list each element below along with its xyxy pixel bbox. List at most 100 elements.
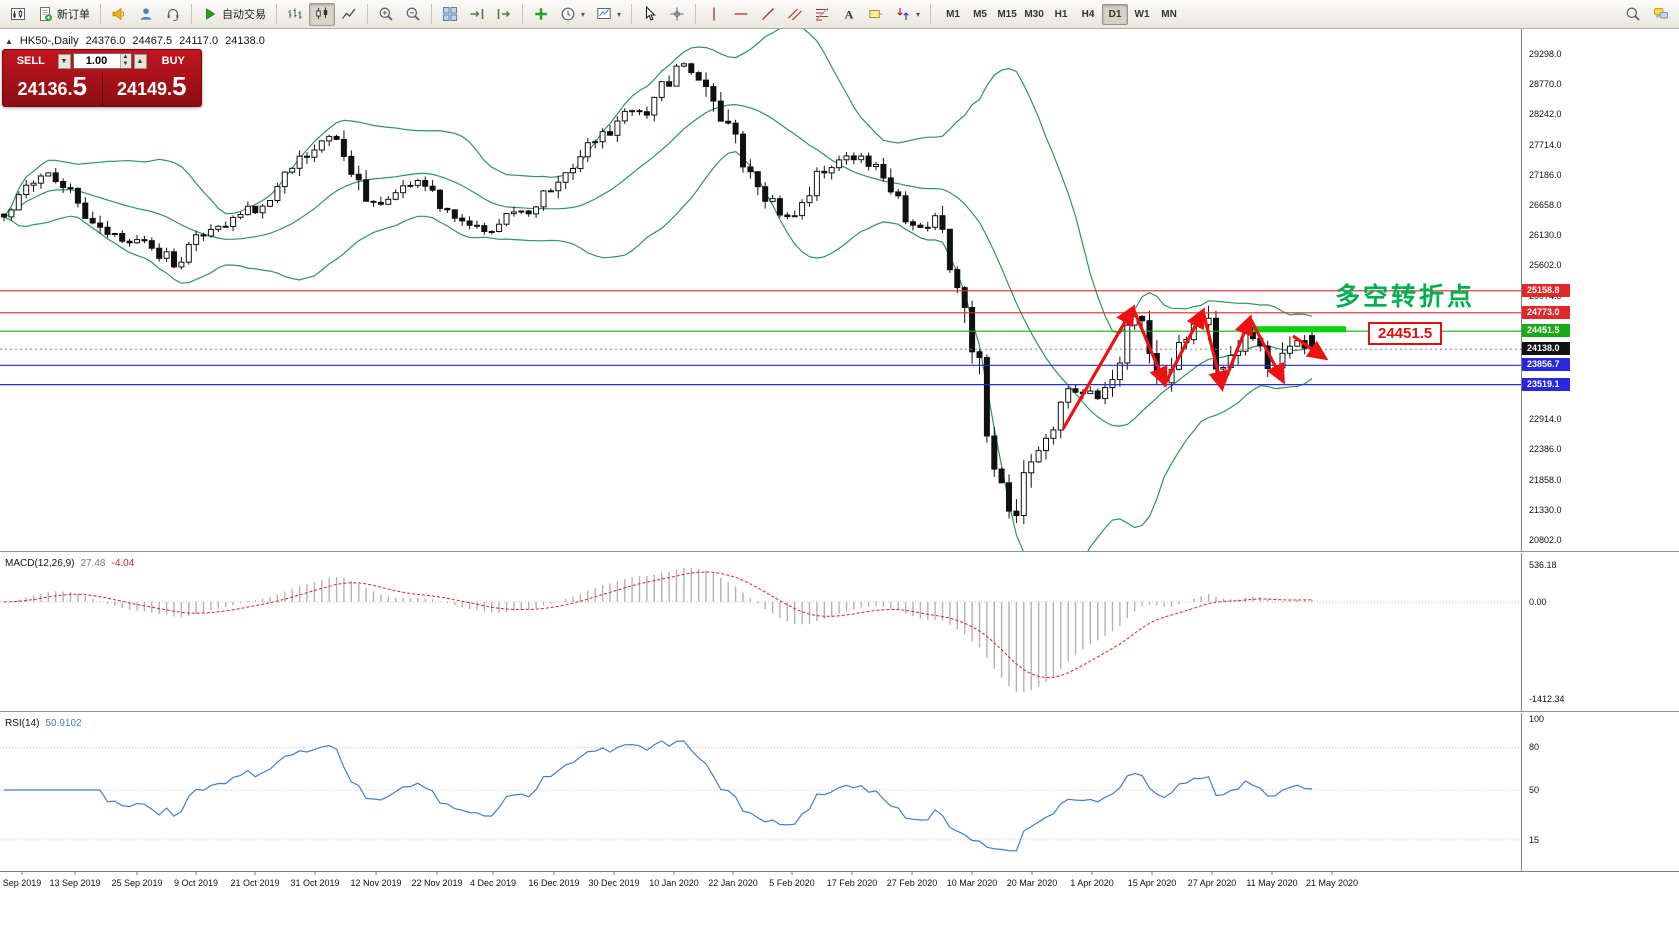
timeframe-H1[interactable]: H1	[1048, 4, 1074, 25]
time-label: 9 Oct 2019	[173, 878, 219, 888]
auto-trading-button[interactable]: 自动交易	[197, 3, 271, 26]
price-tick: 26130.0	[1529, 230, 1562, 241]
trendline-button[interactable]	[755, 3, 781, 26]
time-tick	[911, 872, 913, 875]
time-label: 30 Dec 2019	[588, 878, 640, 888]
volume-increase-button[interactable]: ▲	[133, 53, 147, 69]
chart-shift-button[interactable]	[491, 3, 517, 26]
time-label: 11 May 2020	[1246, 878, 1298, 888]
auto-scroll-button[interactable]	[464, 3, 490, 26]
rsi-panel[interactable]	[0, 713, 1521, 871]
toolbar-separator	[100, 4, 101, 24]
candle-chart-button[interactable]	[309, 2, 335, 26]
vertical-line-icon	[713, 7, 715, 21]
cursor-button[interactable]	[637, 3, 663, 26]
time-label: 20 Mar 2020	[1006, 878, 1058, 888]
time-label: 21 Oct 2019	[230, 878, 280, 888]
sell-price[interactable]: 24136. 5	[3, 72, 103, 106]
price-tick: 20802.0	[1529, 535, 1562, 545]
price-axis[interactable]: 29298.0 28770.0 28242.0 27714.0 27186.0 26658…	[1521, 29, 1679, 871]
clock-icon	[561, 7, 575, 21]
horizontal-line-button[interactable]	[728, 3, 754, 26]
time-tick	[673, 872, 675, 875]
play-icon	[206, 8, 216, 20]
time-label: 15 Apr 2020	[1127, 878, 1177, 888]
volume-spinner[interactable]: ▲ ▼	[119, 54, 131, 68]
volume-decrease-button[interactable]: ▼	[57, 53, 71, 69]
text-button[interactable]: A	[836, 3, 862, 26]
main-price-chart[interactable]	[0, 29, 1521, 551]
macd-indicator-label: MACD(12,26,9) 27.48 -4.04	[5, 558, 134, 569]
new-order-icon	[40, 7, 52, 21]
zoom-in-button[interactable]	[373, 3, 399, 26]
timeframe-D1[interactable]: D1	[1102, 3, 1129, 25]
time-tick	[492, 872, 494, 875]
toolbar-separator	[431, 4, 432, 24]
panel-divider[interactable]	[0, 711, 1679, 713]
trade-widget-controls: SELL ▼ ▲▼ ▲ BUY	[3, 50, 201, 72]
time-tick	[732, 872, 734, 875]
new-order-button[interactable]: 新订单	[32, 3, 95, 26]
bar-chart-button[interactable]	[282, 3, 308, 26]
timeframe-W1[interactable]: W1	[1129, 4, 1155, 25]
buy-button[interactable]: BUY	[149, 55, 199, 67]
zoom-out-button[interactable]	[400, 3, 426, 26]
chat-bubbles-icon	[1654, 8, 1668, 19]
timeframe-M15[interactable]: M15	[994, 4, 1020, 25]
price-level-tag: 23519.1	[1522, 377, 1570, 391]
readout-low: 24117.0	[179, 35, 219, 47]
arrows-button[interactable]: ▾	[890, 3, 925, 26]
new-chart-button[interactable]	[5, 3, 31, 26]
collapse-triangle-icon[interactable]: ▲	[5, 36, 13, 46]
rsi-axis-label: 100	[1529, 714, 1545, 724]
search-icon	[1626, 7, 1640, 21]
panel-divider[interactable]	[0, 551, 1679, 553]
profile-button[interactable]	[133, 3, 159, 26]
current-price-tag: 24138.0	[1522, 342, 1570, 356]
macd-axis-label: -1412.34	[1529, 694, 1565, 704]
time-label: 10 Jan 2020	[649, 878, 699, 888]
line-chart-button[interactable]	[336, 3, 362, 26]
tile-windows-button[interactable]	[437, 3, 463, 26]
templates-button[interactable]: ▾	[591, 3, 626, 26]
timeframe-MN[interactable]: MN	[1156, 4, 1182, 25]
auto-scroll-icon	[470, 9, 484, 19]
time-tick	[971, 872, 973, 875]
time-label: 13 Sep 2019	[49, 878, 101, 888]
periods-button[interactable]: ▾	[555, 3, 590, 26]
profile-icon	[140, 8, 152, 20]
time-tick	[791, 872, 793, 875]
support-button[interactable]	[160, 3, 186, 26]
timeframe-M5[interactable]: M5	[967, 4, 993, 25]
indicators-button[interactable]	[528, 3, 554, 26]
time-label: 31 Oct 2019	[290, 878, 340, 888]
readout-open: 24376.0	[85, 35, 126, 47]
alerts-button[interactable]	[106, 3, 132, 26]
macd-panel[interactable]	[0, 553, 1521, 711]
label-tag-icon	[869, 10, 883, 18]
time-tick	[74, 872, 76, 875]
buy-price[interactable]: 24149. 5	[103, 72, 202, 106]
vertical-line-button[interactable]	[701, 3, 727, 26]
timeframe-M30[interactable]: M30	[1021, 4, 1047, 25]
toolbar-separator	[631, 4, 633, 24]
timeframe-H4[interactable]: H4	[1075, 4, 1101, 25]
headset-icon	[167, 8, 179, 22]
spinner-down-icon[interactable]: ▼	[122, 61, 129, 67]
timeframe-M1[interactable]: M1	[940, 4, 966, 25]
channel-button[interactable]	[782, 3, 808, 26]
spinner-up-icon[interactable]: ▲	[122, 54, 129, 60]
label-button[interactable]	[863, 3, 889, 26]
volume-input[interactable]	[73, 54, 120, 68]
price-tick: 28770.0	[1529, 79, 1562, 90]
time-axis[interactable]: Sep 2019 13 Sep 2019 25 Sep 2019 9 Oct 2019…	[0, 871, 1679, 952]
arrows-icon	[897, 8, 909, 20]
sell-button[interactable]: SELL	[6, 55, 56, 67]
channel-icon	[788, 8, 802, 21]
crosshair-button[interactable]	[664, 3, 690, 26]
fibonacci-button[interactable]	[809, 3, 835, 26]
volume-field-wrap: ▲▼	[72, 53, 132, 69]
search-button[interactable]	[1620, 3, 1646, 26]
time-tick	[613, 872, 615, 875]
chat-button[interactable]	[1648, 3, 1674, 26]
